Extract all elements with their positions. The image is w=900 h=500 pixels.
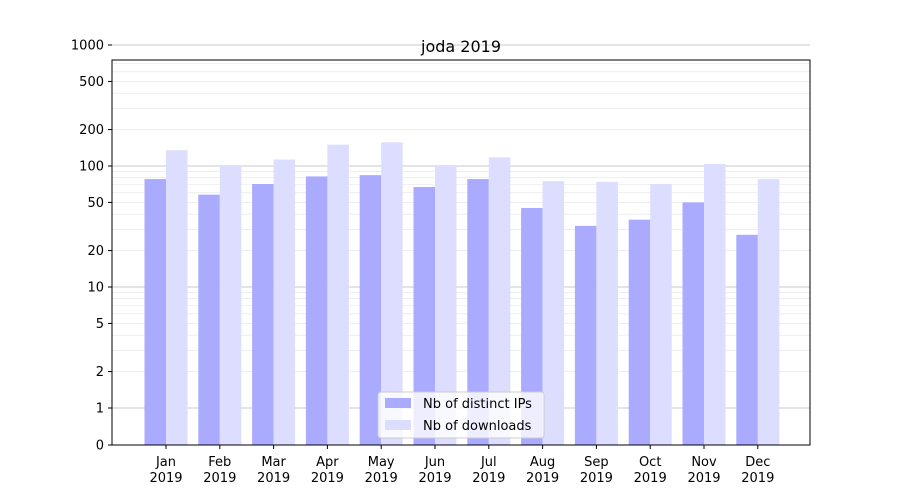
bar-distinct-ips [574,225,597,445]
plot-frame [111,59,811,446]
y-tick-label: 200 [79,123,104,138]
bar-distinct-ips [359,175,382,445]
bar-distinct-ips [144,179,166,445]
legend-label-downloads: Nb of downloads [423,419,532,434]
y-tick-label: 10 [87,281,104,296]
x-axis: Jan 2019 Feb 2019 Mar 2019 Apr 2019 May 2019 Jun 20… [149,445,774,486]
bar-distinct-ips [628,219,651,445]
bar-distinct-ips [682,202,704,445]
x-tick-label: Jan 2019 [149,455,182,486]
y-tick-label: 20 [87,244,104,259]
bar-downloads [435,166,457,445]
x-tick-label: Dec 2019 [741,455,774,486]
y-tick-label: 100 [79,160,104,175]
bar-downloads [757,179,780,445]
legend-label-ips: Nb of distinct IPs [423,397,532,412]
x-tick-label: Feb 2019 [203,455,236,486]
legend-frame [377,391,545,439]
y-tick-label: 1 [96,402,104,417]
x-tick-label: May 2019 [365,455,398,486]
bar-downloads [273,159,296,445]
x-tick-label: Apr 2019 [311,455,344,486]
bar-distinct-ips [736,234,758,445]
bar-downloads [542,181,565,445]
bar-downloads [704,163,726,445]
legend-swatch-downloads [385,420,411,430]
x-tick-label: Jun 2019 [418,455,451,486]
y-tick-label: 5 [96,317,104,332]
bar-distinct-ips [413,187,435,445]
bar-downloads [650,183,672,445]
x-tick-label: Aug 2019 [526,455,559,486]
y-tick-label: 0 [96,439,104,454]
bar-downloads [488,157,511,445]
chart-title: joda 2019 [420,37,501,56]
bars-layer [144,142,780,445]
bar-downloads [596,181,618,445]
bar-distinct-ips [198,194,220,445]
x-tick-label: Jul 2019 [472,455,505,486]
legend-swatch-ips [385,398,411,408]
bar-distinct-ips [252,183,274,445]
x-tick-label: Sep 2019 [580,455,613,486]
bar-downloads [327,144,349,445]
x-tick-label: Oct 2019 [634,455,667,486]
y-tick-label: 500 [79,75,104,90]
x-tick-label: Mar 2019 [257,455,290,486]
x-tick-label: Nov 2019 [687,455,720,486]
bar-downloads [219,166,242,445]
y-axis: 0 1 2 5 10 20 50 100 200 500 1000 [71,39,112,454]
bar-downloads [381,142,403,445]
bar-distinct-ips [305,176,328,445]
y-tick-label: 2 [96,365,104,380]
bar-distinct-ips [467,179,489,445]
bar-downloads [166,150,188,445]
y-tick-label: 50 [87,196,104,211]
y-tick-label: 1000 [71,39,104,54]
bar-distinct-ips [521,207,543,445]
legend: Nb of distinct IPs Nb of downloads [377,391,545,439]
